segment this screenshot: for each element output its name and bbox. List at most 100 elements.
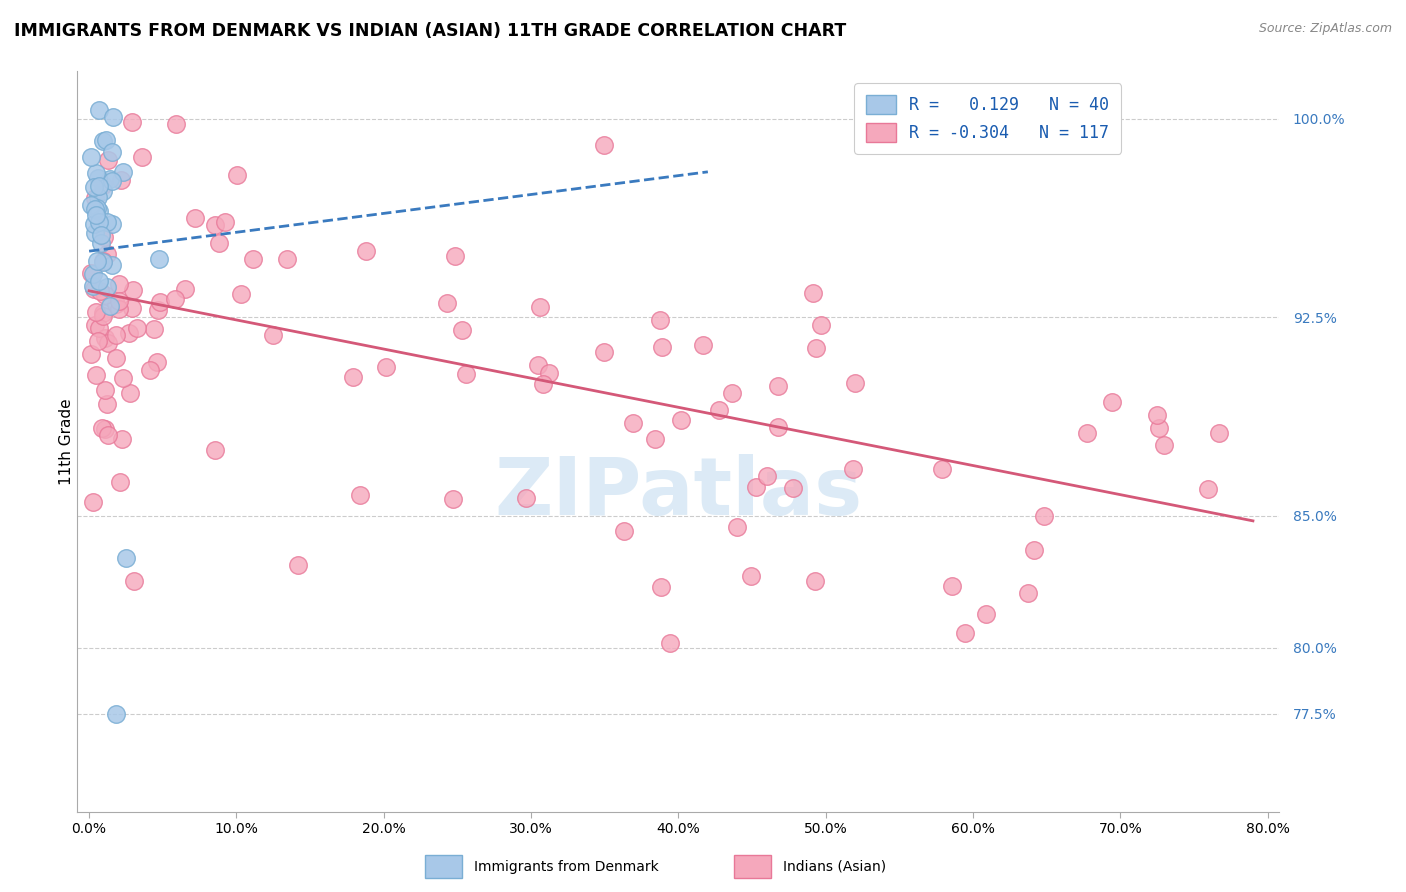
Point: [844, 376, 866, 391]
Point: [111, 165, 134, 179]
Point: [131, 151, 153, 165]
Point: [91, 254, 114, 268]
Point: [287, 558, 309, 572]
Point: [725, 519, 748, 533]
Point: [84, 191, 107, 205]
Point: [93, 422, 115, 436]
Point: [613, 524, 636, 538]
Point: [745, 480, 768, 494]
Point: [94, 383, 117, 397]
Point: [242, 252, 264, 266]
Point: [592, 137, 614, 152]
Point: [1147, 421, 1170, 435]
Text: Immigrants from Denmark: Immigrants from Denmark: [474, 860, 659, 873]
Point: [229, 287, 252, 301]
Point: [740, 568, 762, 582]
Text: Indians (Asian): Indians (Asian): [783, 860, 887, 873]
Bar: [734, 855, 770, 878]
Point: [766, 378, 789, 392]
Bar: [425, 855, 461, 878]
Point: [650, 580, 672, 594]
Point: [443, 249, 465, 263]
Point: [82, 495, 104, 509]
Point: [84, 202, 107, 217]
Point: [149, 294, 172, 309]
Point: [127, 321, 149, 335]
Point: [110, 173, 132, 187]
Point: [82, 267, 104, 281]
Point: [692, 338, 714, 352]
Point: [204, 219, 226, 233]
Point: [100, 145, 122, 160]
Point: [105, 351, 128, 365]
Point: [84, 368, 107, 383]
Point: [108, 277, 131, 292]
Point: [225, 168, 247, 182]
Point: [91, 134, 114, 148]
Point: [80, 266, 103, 280]
Y-axis label: 11th Grade: 11th Grade: [59, 398, 73, 485]
Point: [515, 491, 537, 505]
Point: [644, 432, 666, 446]
Point: [87, 215, 110, 229]
Point: [91, 306, 114, 320]
Point: [721, 386, 744, 401]
Point: [931, 461, 953, 475]
Point: [1101, 395, 1123, 409]
Point: [146, 303, 169, 318]
Point: [86, 334, 108, 348]
Point: [84, 305, 107, 319]
Point: [107, 302, 129, 317]
Point: [87, 170, 110, 185]
Point: [111, 371, 134, 385]
Point: [262, 328, 284, 343]
Point: [375, 360, 398, 375]
Point: [354, 244, 377, 259]
Point: [96, 280, 118, 294]
Point: [976, 607, 998, 621]
Point: [621, 416, 644, 430]
Point: [208, 236, 231, 251]
Point: [138, 362, 160, 376]
Point: [804, 574, 827, 589]
Point: [93, 229, 115, 244]
Point: [87, 274, 110, 288]
Point: [101, 217, 124, 231]
Point: [1076, 425, 1098, 440]
Point: [1022, 542, 1045, 557]
Point: [91, 184, 114, 198]
Point: [91, 255, 114, 269]
Point: [529, 300, 551, 314]
Point: [101, 174, 124, 188]
Point: [86, 254, 108, 268]
Point: [650, 313, 672, 327]
Point: [122, 574, 145, 588]
Point: [669, 412, 692, 426]
Point: [83, 218, 105, 232]
Point: [94, 331, 117, 345]
Point: [755, 468, 778, 483]
Point: [436, 296, 458, 310]
Point: [84, 226, 107, 240]
Point: [105, 328, 128, 343]
Point: [108, 475, 131, 489]
Point: [97, 153, 120, 167]
Point: [651, 340, 673, 354]
Point: [842, 462, 865, 476]
Point: [84, 208, 107, 222]
Point: [84, 166, 107, 180]
Point: [953, 626, 976, 640]
Point: [89, 178, 111, 193]
Point: [148, 252, 170, 267]
Point: [1197, 482, 1219, 496]
Point: [96, 397, 118, 411]
Point: [107, 294, 129, 309]
Point: [94, 133, 117, 147]
Point: [111, 432, 134, 446]
Point: [526, 358, 548, 372]
Point: [79, 198, 101, 212]
Point: [91, 178, 114, 192]
Point: [173, 282, 195, 296]
Text: IMMIGRANTS FROM DENMARK VS INDIAN (ASIAN) 11TH GRADE CORRELATION CHART: IMMIGRANTS FROM DENMARK VS INDIAN (ASIAN…: [14, 22, 846, 40]
Point: [97, 427, 120, 442]
